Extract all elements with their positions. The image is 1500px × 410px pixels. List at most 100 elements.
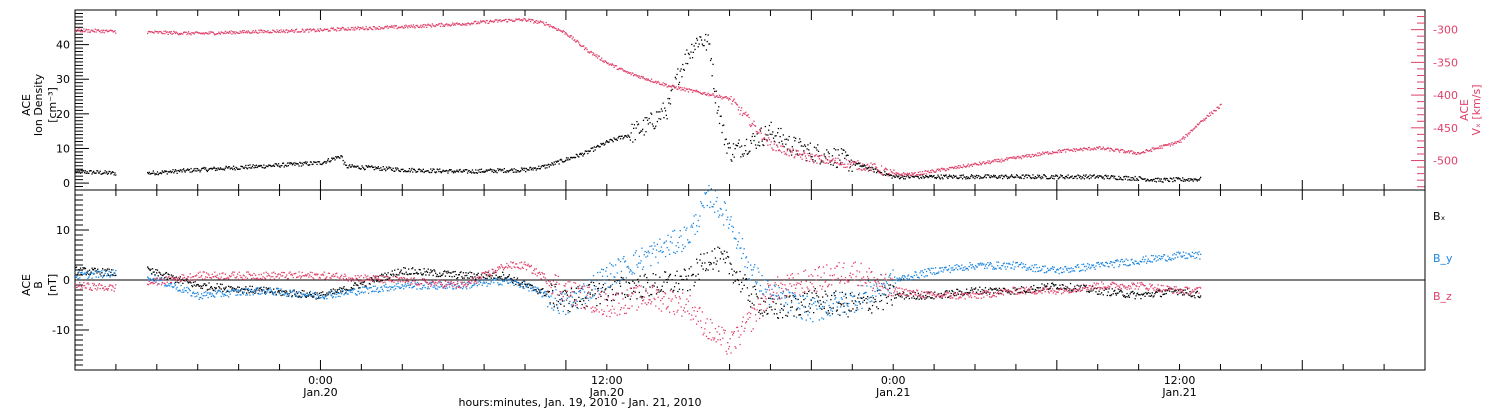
vx-point xyxy=(709,93,711,96)
bx-point xyxy=(548,290,550,293)
vx-point xyxy=(245,31,247,33)
vx-point xyxy=(1192,128,1194,130)
density-point xyxy=(969,177,971,179)
by-point xyxy=(402,285,404,287)
by-point xyxy=(636,264,638,266)
by-point xyxy=(409,284,411,286)
vx-point xyxy=(1215,110,1217,112)
by-point xyxy=(559,302,561,304)
by-point xyxy=(218,289,220,291)
vx-point xyxy=(407,27,409,29)
vx-point xyxy=(351,26,353,29)
bx-point xyxy=(996,289,998,291)
by-point xyxy=(588,279,591,281)
vx-point xyxy=(1119,149,1122,151)
density-point xyxy=(1074,176,1077,178)
vx-point xyxy=(934,171,936,173)
density-point xyxy=(933,175,935,177)
bx-point xyxy=(347,289,349,291)
density-point xyxy=(565,157,568,159)
by-point xyxy=(457,283,459,285)
density-point xyxy=(537,167,539,170)
bx-point xyxy=(280,294,282,297)
vx-point xyxy=(164,33,166,35)
vx-point xyxy=(696,89,698,91)
vx-point xyxy=(339,27,341,30)
bx-point xyxy=(241,287,243,290)
vx-point xyxy=(291,30,294,32)
vx-point xyxy=(765,139,767,141)
density-point xyxy=(691,57,694,59)
by-point xyxy=(361,291,363,293)
density-point xyxy=(878,170,880,173)
bx-point xyxy=(102,268,104,270)
density-point xyxy=(1103,178,1105,180)
density-point xyxy=(202,167,204,169)
vx-point xyxy=(347,27,349,29)
density-point xyxy=(501,168,503,171)
density-point xyxy=(246,168,249,170)
density-point xyxy=(1062,177,1064,179)
bx-point xyxy=(308,294,310,297)
bx-point xyxy=(421,274,424,276)
vx-point xyxy=(208,31,210,33)
bx-point xyxy=(1083,285,1086,287)
vx-point xyxy=(850,162,852,164)
vx-point xyxy=(464,24,466,26)
vx-point xyxy=(732,99,735,101)
bx-point xyxy=(380,280,382,282)
bx-point xyxy=(727,256,730,258)
by-point xyxy=(174,283,176,285)
by-point xyxy=(383,284,385,287)
vx-point xyxy=(821,154,823,156)
density-point xyxy=(972,177,974,179)
vx-point xyxy=(543,22,545,24)
density-point xyxy=(1177,178,1179,180)
density-point xyxy=(554,163,556,165)
density-point xyxy=(325,162,327,164)
vx-point xyxy=(79,31,82,33)
bx-point xyxy=(654,282,656,284)
vx-point xyxy=(944,170,946,172)
by-point xyxy=(348,290,350,292)
bx-point xyxy=(647,279,649,281)
density-point xyxy=(650,112,652,114)
vx-point xyxy=(412,26,414,28)
bx-point xyxy=(371,277,373,279)
bx-point xyxy=(777,317,779,319)
vx-point xyxy=(974,162,976,164)
bx-point xyxy=(1002,287,1005,289)
bx-point xyxy=(892,285,894,287)
vx-point xyxy=(1096,147,1099,149)
density-point xyxy=(736,145,739,147)
vx-point xyxy=(1085,148,1087,150)
bx-point xyxy=(387,272,389,274)
bx-point xyxy=(1025,291,1027,293)
vx-point xyxy=(776,144,778,146)
density-point xyxy=(1069,177,1071,179)
density-point xyxy=(876,172,878,174)
bx-point xyxy=(257,292,259,295)
vx-point xyxy=(328,29,330,32)
bx-point xyxy=(168,273,170,276)
vx-point xyxy=(1081,148,1083,150)
vx-point xyxy=(205,32,208,34)
bx-point xyxy=(1182,294,1184,296)
bx-point xyxy=(1150,295,1152,297)
bx-point xyxy=(151,272,153,275)
bx-point xyxy=(225,286,227,288)
by-point xyxy=(605,270,607,272)
density-point xyxy=(301,162,303,164)
vx-point xyxy=(1074,148,1076,151)
density-point xyxy=(394,170,396,172)
vx-point xyxy=(250,32,253,34)
vx-point xyxy=(885,168,888,170)
vx-point xyxy=(190,34,192,36)
density-point xyxy=(358,167,361,169)
bx-point xyxy=(1181,291,1183,293)
bx-point xyxy=(1136,293,1138,295)
by-point xyxy=(89,272,91,274)
by-point xyxy=(84,273,87,275)
bx-point xyxy=(708,261,710,263)
bx-point xyxy=(697,273,699,275)
